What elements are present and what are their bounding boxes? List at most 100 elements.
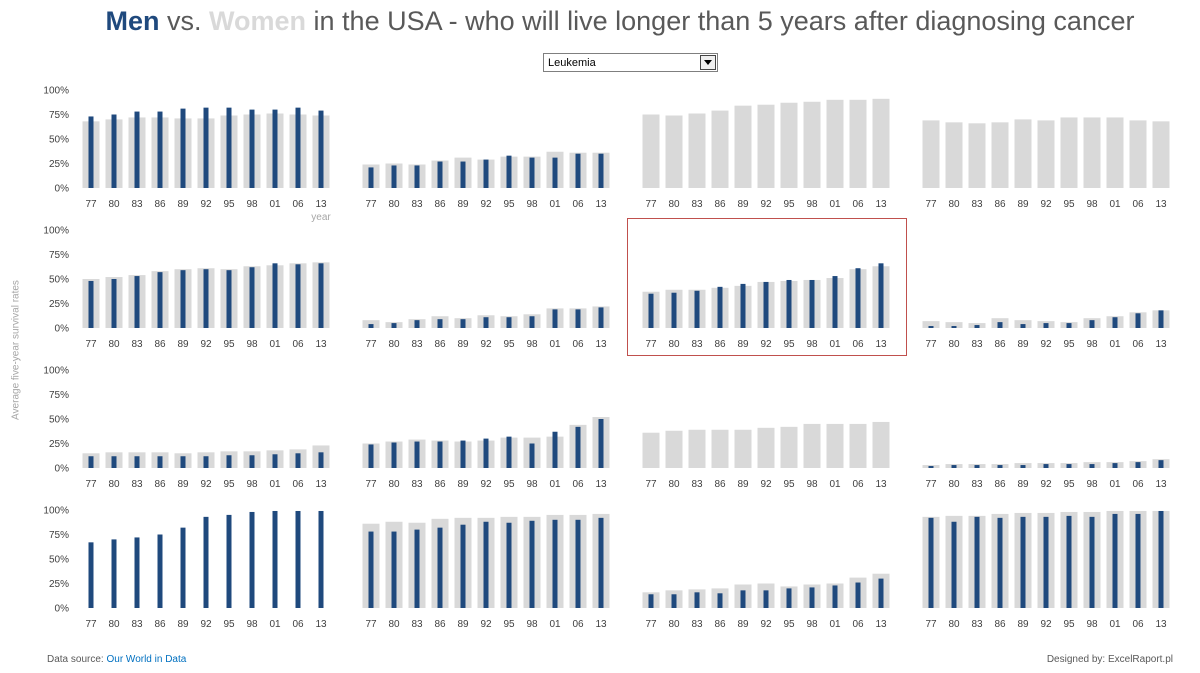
x-tick-label: 95 [503, 479, 515, 490]
y-tick-label: 100% [43, 506, 69, 517]
x-tick-label: 06 [1132, 479, 1144, 490]
x-tick-label: 89 [457, 339, 469, 350]
x-tick-label: 95 [1063, 479, 1075, 490]
x-tick-label: 95 [503, 339, 515, 350]
x-tick-label: 86 [994, 619, 1006, 630]
bar-women [711, 429, 729, 468]
x-tick-label: 86 [434, 199, 446, 210]
x-tick-label: 86 [994, 479, 1006, 490]
x-tick-label: 80 [388, 619, 400, 630]
bar-men [648, 293, 654, 328]
x-tick-label: 01 [829, 339, 841, 350]
bar-women [849, 99, 867, 188]
title-rest: in the USA - who will live longer than 5… [306, 6, 1135, 36]
bar-women [991, 122, 1009, 188]
title-women: Women [209, 6, 307, 36]
x-tick-label: 92 [1040, 199, 1052, 210]
x-tick-label: 86 [714, 479, 726, 490]
bar-women [922, 120, 940, 188]
bar-women [642, 114, 660, 188]
x-tick-label: 77 [645, 199, 657, 210]
bar-women [757, 104, 775, 188]
x-tick-label: 80 [948, 339, 960, 350]
bar-men [180, 270, 186, 328]
bar-men [1135, 513, 1141, 608]
chart-title: Men vs. Women in the USA - who will live… [0, 6, 1200, 37]
bar-men [552, 519, 558, 608]
x-tick-label: 83 [411, 479, 423, 490]
dropdown-arrow-button[interactable] [700, 55, 716, 70]
bar-women [968, 123, 986, 188]
x-tick-label: 98 [806, 199, 818, 210]
x-tick-label: 80 [668, 199, 680, 210]
bar-men [717, 286, 723, 328]
bar-men [272, 510, 278, 608]
bar-men [997, 322, 1003, 328]
x-tick-label: 13 [315, 199, 327, 210]
x-tick-label: 77 [85, 339, 97, 350]
x-tick-label: 13 [875, 619, 887, 630]
cancer-type-dropdown[interactable]: Leukemia [543, 53, 718, 72]
bar-men [1020, 516, 1026, 608]
x-tick-label: 01 [549, 339, 561, 350]
bar-men [437, 441, 443, 468]
bar-men [529, 316, 535, 328]
x-tick-label: 01 [1109, 339, 1121, 350]
y-tick-label: 0% [55, 604, 70, 615]
x-tick-label: 01 [829, 199, 841, 210]
y-tick-label: 25% [49, 439, 69, 450]
bar-men [226, 270, 232, 328]
bar-men [318, 452, 324, 468]
bar-men [483, 438, 489, 468]
x-tick-label: 95 [783, 199, 795, 210]
bar-men [1158, 510, 1164, 608]
y-tick-label: 100% [43, 86, 69, 97]
bar-women [1152, 121, 1170, 188]
y-tick-label: 0% [55, 324, 70, 335]
x-tick-label: 86 [434, 619, 446, 630]
bar-men [740, 590, 746, 608]
bar-women [872, 421, 890, 468]
x-axis-label: year [311, 212, 331, 223]
y-tick-label: 75% [49, 390, 69, 401]
x-tick-label: 01 [829, 619, 841, 630]
x-tick-label: 92 [760, 339, 772, 350]
x-tick-label: 89 [177, 339, 189, 350]
bar-men [134, 537, 140, 608]
bar-men [437, 161, 443, 188]
x-tick-label: 95 [223, 199, 235, 210]
x-tick-label: 83 [691, 619, 703, 630]
bar-men [460, 440, 466, 468]
bar-men [786, 279, 792, 328]
x-tick-label: 86 [154, 619, 166, 630]
x-tick-label: 86 [994, 339, 1006, 350]
bar-men [598, 307, 604, 328]
bar-men [1043, 516, 1049, 608]
y-tick-label: 75% [49, 110, 69, 121]
y-tick-label: 75% [49, 530, 69, 541]
bar-men [832, 276, 838, 328]
bar-men [951, 326, 957, 328]
x-tick-label: 92 [200, 339, 212, 350]
x-tick-label: 01 [269, 339, 281, 350]
x-tick-label: 77 [85, 619, 97, 630]
bar-men [575, 309, 581, 328]
bar-men [295, 264, 301, 328]
x-tick-label: 01 [1109, 619, 1121, 630]
bar-men [1066, 464, 1072, 468]
bar-women [826, 423, 844, 468]
bar-men [1112, 463, 1118, 468]
x-tick-label: 86 [714, 619, 726, 630]
source-link[interactable]: Our World in Data [106, 654, 187, 665]
bar-men [414, 529, 420, 608]
bar-men [391, 323, 397, 328]
x-tick-label: 92 [760, 199, 772, 210]
bar-men [249, 267, 255, 328]
x-tick-label: 98 [246, 339, 258, 350]
bar-men [552, 309, 558, 328]
y-tick-label: 25% [49, 159, 69, 170]
bar-men [111, 539, 117, 608]
x-tick-label: 80 [668, 479, 680, 490]
x-tick-label: 92 [1040, 619, 1052, 630]
x-tick-label: 83 [131, 619, 143, 630]
